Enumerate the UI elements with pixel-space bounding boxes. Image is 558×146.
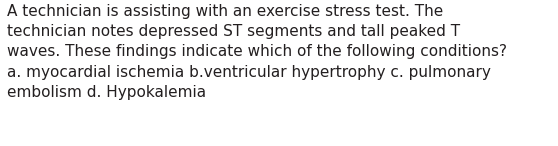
Text: A technician is assisting with an exercise stress test. The
technician notes dep: A technician is assisting with an exerci… [7, 4, 507, 100]
